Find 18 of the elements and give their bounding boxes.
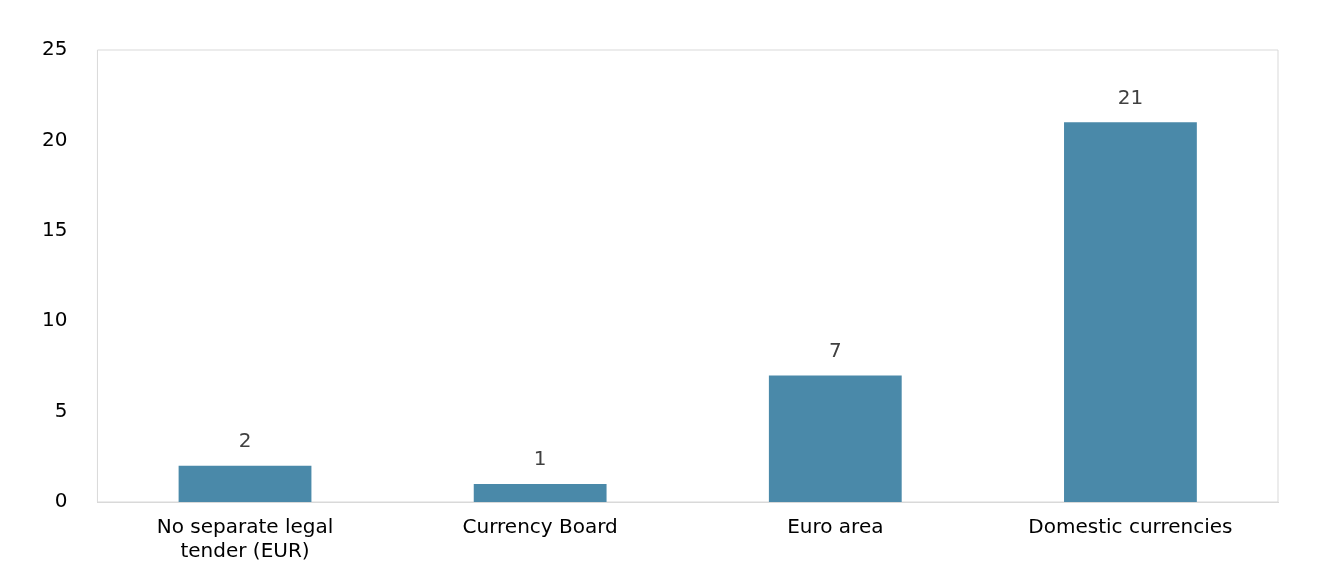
x-tick-label: Domestic currencies xyxy=(1028,514,1233,539)
x-tick-label: Currency Board xyxy=(462,514,618,539)
data-label: 21 xyxy=(1117,84,1144,109)
data-label: 1 xyxy=(533,446,547,471)
x-tick-label: Euro area xyxy=(787,514,884,539)
y-tick-label: 10 xyxy=(42,307,68,332)
bar xyxy=(1064,122,1197,502)
y-tick-label: 15 xyxy=(42,217,68,241)
y-tick-label: 5 xyxy=(54,397,68,422)
data-label: 2 xyxy=(238,428,252,453)
bar xyxy=(473,483,607,502)
data-label: 7 xyxy=(828,337,842,362)
x-tick-label: No separate legal tender (EUR) xyxy=(156,514,334,563)
bar xyxy=(178,465,312,502)
y-tick-label: 0 xyxy=(54,488,68,513)
y-tick-label: 20 xyxy=(42,126,68,151)
y-tick-label: 25 xyxy=(42,36,68,61)
bar xyxy=(768,375,902,502)
